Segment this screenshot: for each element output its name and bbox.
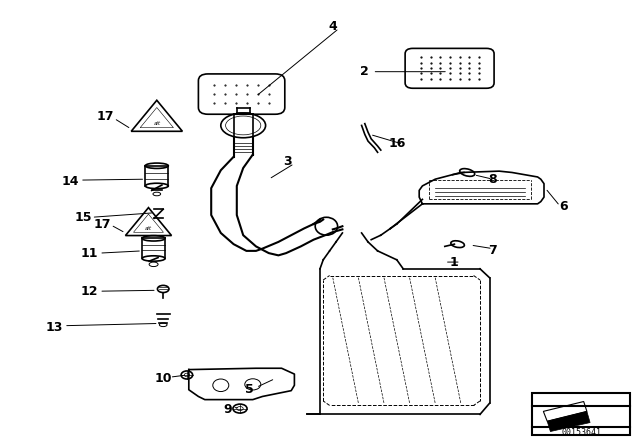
Text: 11: 11 [81, 246, 99, 260]
Text: 8: 8 [488, 172, 497, 186]
Text: 5: 5 [245, 383, 254, 396]
Text: 6: 6 [559, 199, 568, 213]
Bar [532, 393, 630, 435]
Text: 3: 3 [284, 155, 292, 168]
Text: 10: 10 [154, 372, 172, 385]
Text: 13: 13 [45, 320, 63, 334]
Text: 12: 12 [81, 284, 99, 298]
Text: 7: 7 [488, 244, 497, 258]
Text: 9: 9 [223, 403, 232, 417]
Text: 17: 17 [97, 110, 115, 123]
Polygon shape [547, 411, 590, 431]
Text: 15: 15 [74, 211, 92, 224]
Text: 17: 17 [93, 217, 111, 231]
Text: 4: 4 [328, 20, 337, 34]
Text: 00153641: 00153641 [561, 427, 601, 436]
Text: 14: 14 [61, 175, 79, 188]
Text: 1: 1 [450, 255, 459, 269]
Text: ait: ait [154, 121, 160, 126]
Text: ait: ait [145, 226, 152, 231]
Text: 2: 2 [360, 65, 369, 78]
Text: 16: 16 [388, 137, 406, 150]
